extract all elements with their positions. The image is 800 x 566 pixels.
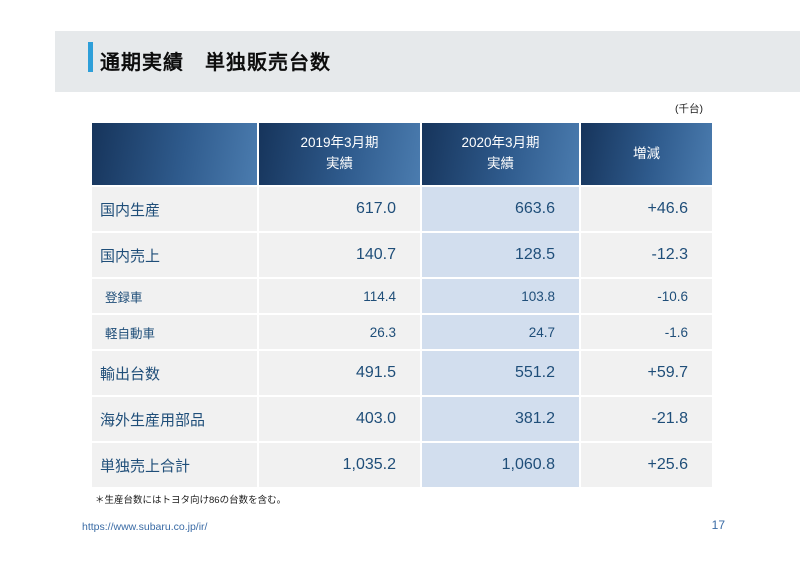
fy2019-value: 26.3 — [259, 315, 420, 349]
table-row: 国内生産 617.0 663.6 +46.6 — [92, 187, 712, 231]
table-row: 輸出台数 491.5 551.2 +59.7 — [92, 351, 712, 395]
row-label: 軽自動車 — [92, 315, 257, 349]
fy2020-value: 128.5 — [422, 233, 579, 277]
header-line1: 2020年3月期 — [461, 135, 540, 151]
row-label: 輸出台数 — [92, 351, 257, 395]
table-row: 国内売上 140.7 128.5 -12.3 — [92, 233, 712, 277]
change-value: +59.7 — [581, 351, 712, 395]
header-cell-fy2020: 2020年3月期 実績 — [422, 123, 579, 185]
results-table: 2019年3月期 実績 2020年3月期 実績 増減 国内生産 617.0 663.… — [92, 123, 712, 487]
row-label: 登録車 — [92, 279, 257, 313]
change-value: -10.6 — [581, 279, 712, 313]
row-label: 海外生産用部品 — [92, 397, 257, 441]
fy2020-value: 551.2 — [422, 351, 579, 395]
header-line2: 実績 — [487, 156, 514, 171]
change-value: +46.6 — [581, 187, 712, 231]
change-value: -12.3 — [581, 233, 712, 277]
table-row: 軽自動車 26.3 24.7 -1.6 — [92, 315, 712, 349]
fy2020-value: 24.7 — [422, 315, 579, 349]
fy2019-value: 403.0 — [259, 397, 420, 441]
unit-note: (千台) — [675, 103, 703, 115]
table-body: 国内生産 617.0 663.6 +46.6 国内売上 140.7 128.5 -12.3 登録… — [92, 187, 712, 487]
change-value: -1.6 — [581, 315, 712, 349]
footnote: ＊生産台数にはトヨタ向け86の台数を含む。 — [95, 495, 287, 506]
table-row: 単独売上合計 1,035.2 1,060.8 +25.6 — [92, 443, 712, 487]
change-value: -21.8 — [581, 397, 712, 441]
header-line2: 実績 — [326, 156, 353, 171]
fy2019-value: 617.0 — [259, 187, 420, 231]
fy2020-value: 663.6 — [422, 187, 579, 231]
header-cell-change: 増減 — [581, 123, 712, 185]
fy2020-value: 381.2 — [422, 397, 579, 441]
table-row: 登録車 114.4 103.8 -10.6 — [92, 279, 712, 313]
header-line1: 2019年3月期 — [300, 135, 379, 151]
page-number: 17 — [711, 518, 725, 532]
title-accent-bar — [88, 42, 93, 72]
fy2019-value: 1,035.2 — [259, 443, 420, 487]
page-title: 通期実績 単独販売台数 — [100, 52, 331, 74]
title-band: 通期実績 単独販売台数 — [55, 31, 800, 92]
row-label: 国内売上 — [92, 233, 257, 277]
fy2019-value: 140.7 — [259, 233, 420, 277]
row-label: 単独売上合計 — [92, 443, 257, 487]
header-cell-fy2019: 2019年3月期 実績 — [259, 123, 420, 185]
fy2020-value: 1,060.8 — [422, 443, 579, 487]
ir-site-link[interactable]: https://www.subaru.co.jp/ir/ — [82, 521, 208, 533]
table-header: 2019年3月期 実績 2020年3月期 実績 増減 — [92, 123, 712, 185]
fy2020-value: 103.8 — [422, 279, 579, 313]
fy2019-value: 491.5 — [259, 351, 420, 395]
header-cell-label — [92, 123, 257, 185]
row-label: 国内生産 — [92, 187, 257, 231]
fy2019-value: 114.4 — [259, 279, 420, 313]
header-line1: 増減 — [633, 145, 660, 161]
table-row: 海外生産用部品 403.0 381.2 -21.8 — [92, 397, 712, 441]
change-value: +25.6 — [581, 443, 712, 487]
